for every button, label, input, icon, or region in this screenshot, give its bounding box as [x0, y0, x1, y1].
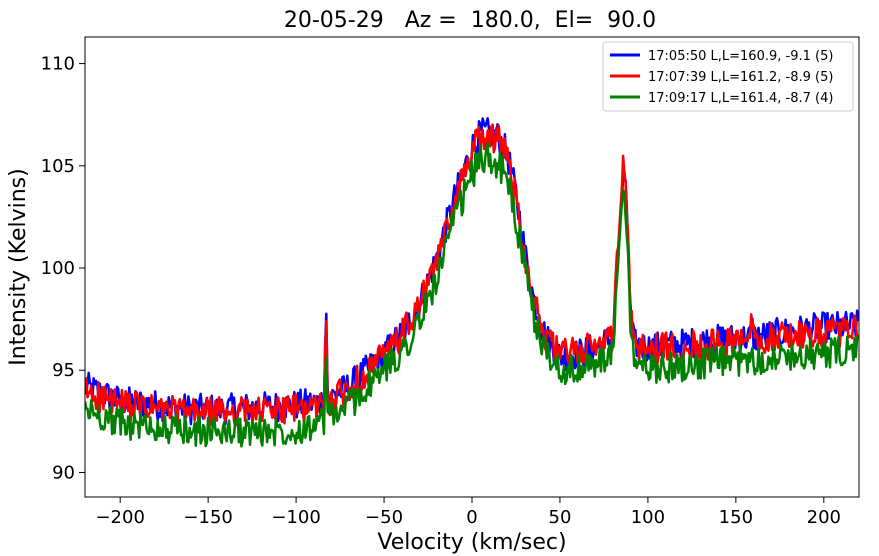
series-line [85, 123, 859, 428]
y-tick-label: 110 [41, 54, 75, 75]
x-axis: −200 −150 −100 −50 0 50 100 150 200 [95, 497, 841, 528]
series-line [85, 142, 859, 448]
x-tick-label: 200 [807, 507, 841, 528]
x-tick-label: −100 [271, 507, 320, 528]
y-tick-label: 95 [52, 360, 75, 381]
plot-series [85, 117, 859, 448]
legend: 17:05:50 L,L=160.9, -9.1 (5) 17:07:39 L,L… [602, 41, 854, 112]
x-tick-label: 0 [466, 507, 477, 528]
legend-label: 17:07:39 L,L=161.2, -8.9 (5) [648, 70, 833, 85]
chart-title: 20-05-29 Az = 180.0, El= 90.0 [284, 8, 656, 33]
legend-label: 17:09:17 L,L=161.4, -8.7 (4) [648, 91, 833, 106]
y-axis-title: Intensity (Kelvins) [6, 168, 31, 365]
y-tick-label: 100 [41, 258, 75, 279]
y-tick-label: 105 [41, 156, 75, 177]
x-tick-label: 100 [631, 507, 665, 528]
x-axis-title: Velocity (km/sec) [377, 530, 566, 555]
x-tick-label: −150 [183, 507, 232, 528]
y-axis: 90 95 100 105 110 [41, 54, 85, 483]
x-tick-label: 150 [719, 507, 753, 528]
legend-label: 17:05:50 L,L=160.9, -9.1 (5) [648, 49, 833, 64]
legend-box [602, 41, 854, 112]
y-tick-label: 90 [52, 462, 75, 483]
x-tick-label: −50 [365, 507, 403, 528]
x-tick-label: 50 [549, 507, 572, 528]
x-tick-label: −200 [95, 507, 144, 528]
